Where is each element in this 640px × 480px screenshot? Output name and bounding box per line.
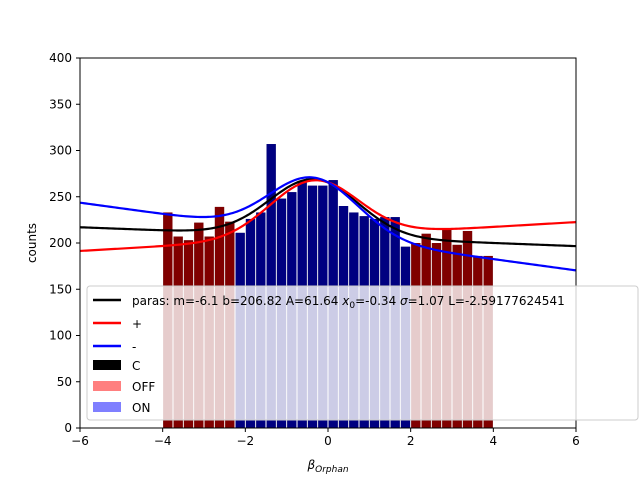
legend-label-paras: paras: m=-6.1 b=206.82 A=61.64 x0=-0.34 … [132,294,565,311]
x-tick-label-2: −2 [236,434,254,448]
y-tick-label-6: 300 [49,144,72,158]
legend: paras: m=-6.1 b=206.82 A=61.64 x0=-0.34 … [86,285,639,421]
y-tick-label-7: 350 [49,97,72,111]
legend-label-minus: - [132,340,136,354]
x-tick-label-4: 2 [407,434,415,448]
legend-label-plus: + [132,317,142,331]
legend-swatch-on [93,402,121,412]
y-tick-label-0: 0 [64,421,72,435]
y-tick-label-4: 200 [49,236,72,250]
x-tick-label-6: 6 [572,434,580,448]
y-tick-label-1: 50 [57,375,72,389]
x-axis-ticks: −6 −4 −2 0 2 4 6 [71,428,580,448]
y-tick-label-2: 100 [49,329,72,343]
legend-swatch-off [93,381,121,391]
x-axis-label: βOrphan [306,458,348,475]
y-tick-label-5: 250 [49,190,72,204]
legend-label-off: OFF [132,380,155,394]
y-tick-label-3: 150 [49,282,72,296]
line-layer [79,176,577,272]
x-tick-label-5: 4 [490,434,498,448]
legend-box [86,285,639,421]
x-tick-label-1: −4 [154,434,172,448]
y-tick-label-8: 400 [49,51,72,65]
y-axis-ticks: 0 50 100 150 200 250 300 350 400 [49,51,80,435]
x-axis-label-subscript: Orphan [315,465,349,475]
model-line-2 [79,176,577,272]
legend-label-on: ON [132,401,150,415]
x-tick-label-0: −6 [71,434,89,448]
legend-label-c: C [132,359,140,373]
legend-swatch-c [93,360,121,370]
x-tick-label-3: 0 [324,434,332,448]
y-axis-label: counts [25,223,39,263]
